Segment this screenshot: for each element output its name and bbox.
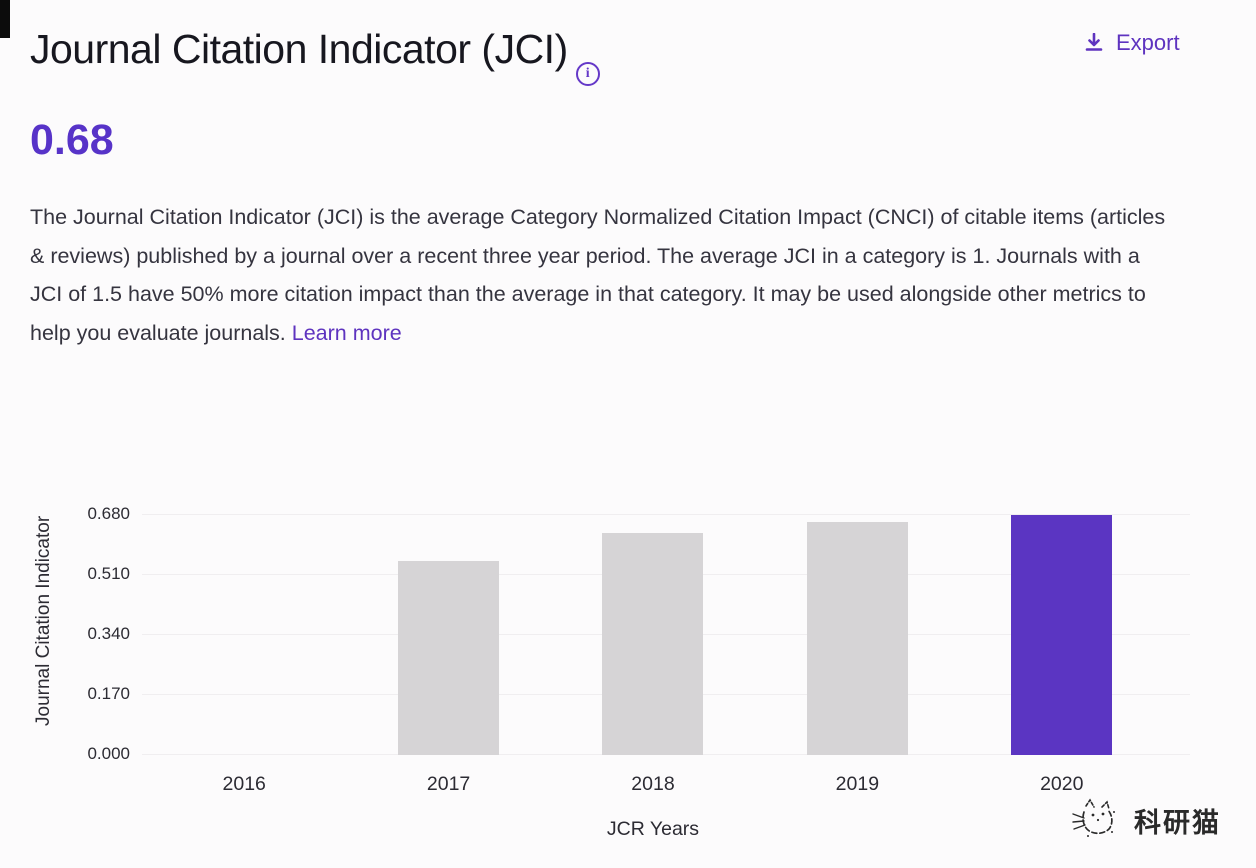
x-tick-2018: 2018	[631, 773, 675, 795]
x-tick-2016: 2016	[222, 773, 266, 795]
bar-slot-2016	[142, 515, 346, 755]
bar-2020[interactable]	[1011, 515, 1113, 755]
bars	[142, 515, 1164, 755]
export-button[interactable]: Export	[1084, 30, 1180, 56]
x-tick-2017: 2017	[426, 773, 471, 795]
y-tick-labels: 0.680 0.510 0.340 0.170 0.000	[62, 504, 130, 763]
y-axis-title: Journal Citation Indicator	[33, 515, 54, 726]
watermark: 科研猫	[1072, 798, 1221, 842]
jci-bar-chart: Journal Citation Indicator 0.680 0.510 0.3…	[0, 455, 1256, 868]
x-tick-labels: 2016 2017 2018 2019 2020	[142, 773, 1164, 796]
bar-2017[interactable]	[398, 561, 500, 755]
description-text: The Journal Citation Indicator (JCI) is …	[30, 205, 1166, 345]
plot-area	[142, 514, 1190, 755]
bar-2019[interactable]	[806, 522, 908, 755]
bar-2018[interactable]	[602, 533, 704, 755]
cat-sketch-icon	[1072, 798, 1124, 842]
bar-slot-2020	[960, 515, 1164, 755]
x-axis-title: JCR Years	[606, 818, 700, 840]
watermark-text: 科研猫	[1134, 807, 1221, 839]
x-tick-2020: 2020	[1040, 773, 1084, 795]
x-tick-2019: 2019	[835, 773, 880, 795]
y-tick-0.170: 0.170	[87, 684, 130, 703]
y-tick-0.000: 0.000	[87, 744, 130, 763]
info-icon[interactable]: i	[575, 62, 600, 86]
jci-description: The Journal Citation Indicator (JCI) is …	[30, 198, 1175, 352]
page-title: Journal Citation Indicator (JCI)	[30, 26, 568, 72]
bar-slot-2018	[551, 515, 755, 755]
y-tick-0.340: 0.340	[87, 624, 130, 643]
export-label: Export	[1116, 30, 1180, 55]
y-tick-0.510: 0.510	[87, 564, 130, 583]
gridline-0.680	[142, 514, 1190, 515]
jci-value: 0.68	[30, 116, 114, 164]
learn-more-link[interactable]: Learn more	[291, 320, 402, 345]
header: Journal Citation Indicator (JCI) i	[30, 26, 600, 86]
corner-artifact	[0, 0, 10, 38]
y-tick-0.680: 0.680	[87, 504, 130, 523]
bar-slot-2019	[755, 515, 959, 755]
bar-slot-2017	[346, 515, 550, 755]
download-icon	[1084, 32, 1104, 53]
